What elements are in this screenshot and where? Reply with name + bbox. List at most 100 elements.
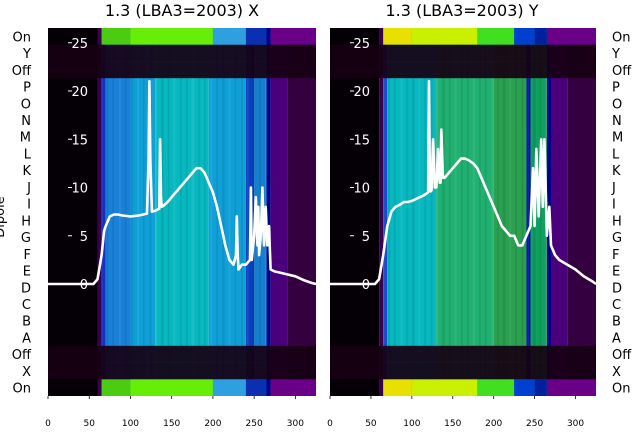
heatmap-streak [509,28,511,396]
heatmap-streak [540,28,542,396]
dipole-label-right: Off [612,348,632,363]
heatmap-streak [168,28,170,396]
heatmap-streak [502,28,504,396]
edge-row-cell [514,379,535,396]
dipole-label-right: H [612,214,622,229]
dipole-label-right: D [612,281,622,296]
edge-row-cell [411,28,478,45]
heatmap-streak [222,28,225,396]
heatmap-streak [234,28,236,396]
heatmap-streak [394,28,396,396]
dipole-label-right: I [612,198,616,213]
heatmap-streak [143,28,145,396]
edge-row-cell [266,28,271,45]
heatmap-streak [125,28,127,396]
heatmap-streak [124,28,126,396]
off-row-band [330,362,596,380]
heatmap-streak [503,28,505,396]
heatmap-streak [443,28,445,396]
heatmap-streak [185,28,187,396]
heatmap-streak [112,28,114,396]
heatmap-band [287,28,316,396]
off-row-band [48,345,316,363]
heatmap-streak [191,28,193,396]
inner-y-tick-label: 25 [71,37,88,52]
x-tick-label: 50 [84,419,96,429]
inner-y-tick-label: 0 [362,278,370,293]
edge-row-cell [101,28,131,45]
heatmap-streak [259,28,261,396]
heatmap-streak [431,28,433,396]
x-tick-label: 150 [444,419,461,429]
x-tick-label: 300 [567,419,584,429]
x-tick-label: 100 [403,419,420,429]
heatmap-streak [130,28,132,396]
dipole-label-left: J [26,181,31,196]
heatmap-streak [113,28,115,396]
dipole-label-right: On [612,30,630,45]
inner-y-tick-label: 20 [71,85,88,100]
heatmap-streak [137,28,140,396]
off-row-band [48,61,316,79]
heatmap-streak [388,28,391,396]
heatmap-streak [162,28,164,396]
dipole-label-right: On [612,382,630,397]
edge-row-cell [379,28,384,45]
series-line [330,80,597,286]
edge-row-cell [514,28,535,45]
edge-row-cell [534,379,547,396]
inner-y-tick-label: 15 [71,133,88,148]
heatmap-streak [401,28,403,396]
edge-row-cell [270,28,316,45]
dipole-label-right: X [612,365,621,380]
heatmap-streak [504,28,506,396]
heatmap-streak [460,28,463,396]
heatmap-streak [454,28,456,396]
edge-row-cell [130,379,213,396]
dipole-label-right: K [612,164,621,179]
heatmap-streak [448,28,450,396]
dipole-label-left: D [21,281,31,296]
dipole-label-right: G [612,231,622,246]
x-tick-label: 0 [45,419,51,429]
heatmap-streak [521,28,523,396]
y-axis-label: Dipole [0,196,8,237]
x-tick-label: 50 [365,419,377,429]
heatmap-band [101,28,106,396]
heatmap-streak [485,28,487,396]
heatmap-streak [203,28,206,396]
heatmap-streak [252,28,254,396]
dipole-label-left: Y [22,47,31,62]
heatmap-band [567,28,596,396]
heatmap-streak [467,28,469,396]
heatmap-streak [413,28,415,396]
dipole-label-right: C [612,298,621,313]
chart-title-y: 1.3 (LBA3=2003) Y [385,1,538,20]
dipole-label-right: O [612,97,622,112]
heatmap-streak [118,28,121,396]
heatmap-streak [101,28,103,396]
dipole-label-left: H [21,214,31,229]
heatmap-streak [419,28,421,396]
dipole-label-right: L [612,147,620,162]
heatmap-streak [198,28,200,396]
inner-y-tick-label: 25 [353,37,370,52]
edge-row-cell [97,28,102,45]
dipole-label-left: A [22,331,31,346]
heatmap-band [526,28,531,396]
heatmap-streak [142,28,145,396]
off-row-band [330,61,596,79]
heatmap-streak [406,28,408,396]
heatmap-streak [235,28,237,396]
heatmap-streak [430,28,432,396]
heatmap-streak [137,28,139,396]
edge-row-cell [270,379,316,396]
dipole-label-left: O [21,97,31,112]
inner-y-tick-label: 15 [353,133,370,148]
heatmap-streak [473,28,475,396]
inner-y-tick-label: 0 [80,278,88,293]
heatmap-streak [198,28,201,396]
heatmap-streak [527,28,529,396]
heatmap-streak [472,28,474,396]
